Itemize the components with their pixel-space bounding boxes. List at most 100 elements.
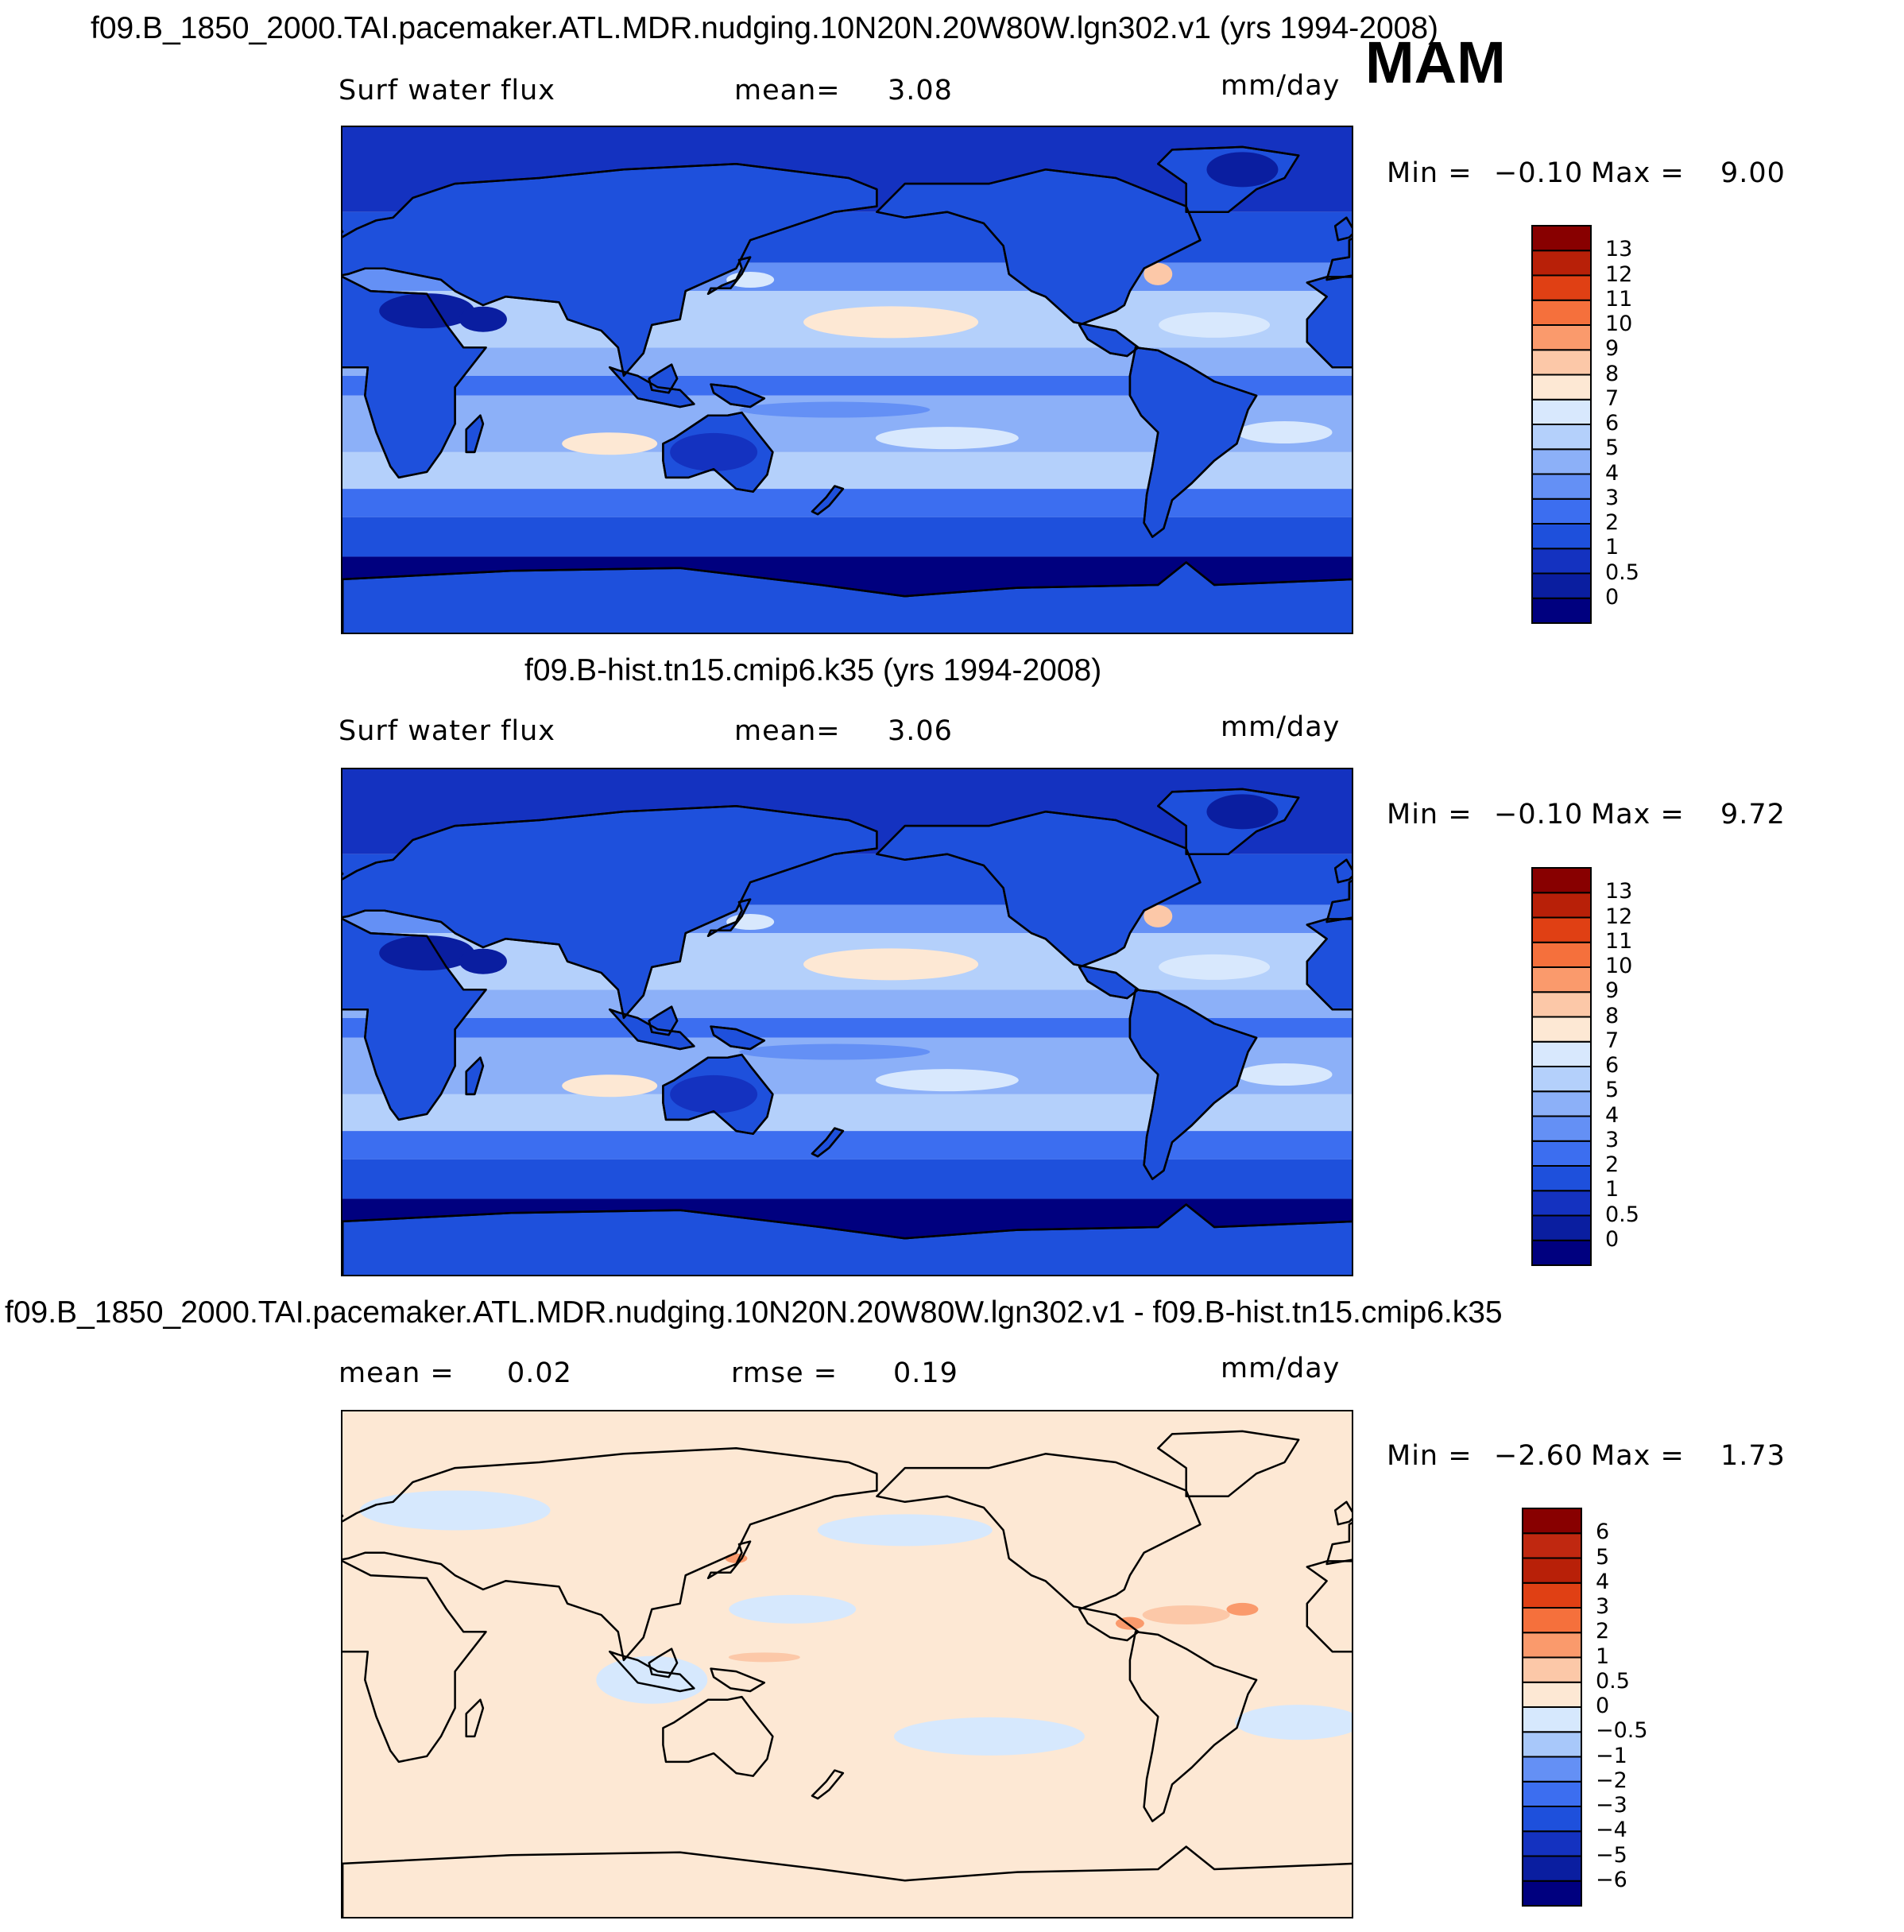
colorbar-swatch <box>1531 1190 1592 1217</box>
coastline-australia <box>662 1053 774 1135</box>
panel1-map <box>341 126 1353 634</box>
colorbar-tick-label: 6 <box>1605 1053 1620 1078</box>
colorbar-tick-label: 2 <box>1596 1619 1610 1644</box>
coastline-australia <box>662 1695 774 1777</box>
colorbar-tick-label: 4 <box>1605 460 1620 486</box>
panel3-max-value: 1.73 <box>1720 1440 1786 1472</box>
colorbar-tick-label: −3 <box>1596 1793 1627 1818</box>
colorbar-swatch <box>1522 1880 1582 1907</box>
colorbar-tick-label: 8 <box>1605 361 1620 386</box>
coastline-nz <box>811 1769 845 1800</box>
colorbar-swatch <box>1522 1532 1582 1559</box>
subtropical-high-spac <box>875 427 1019 450</box>
coastline-eurasia <box>342 1446 878 1662</box>
panel1-min-value: −0.10 <box>1494 157 1584 189</box>
diff-neg-spac <box>893 1717 1085 1756</box>
colorbar-tick-label: 12 <box>1605 261 1633 287</box>
panel3-left-label: mean = <box>339 1357 455 1389</box>
colorbar-tick-label: 5 <box>1596 1544 1610 1570</box>
colorbar-tick-label: −2 <box>1596 1767 1627 1793</box>
colorbar-swatch <box>1522 1607 1582 1634</box>
coastline-africa <box>1306 1560 1352 1653</box>
colorbar-tick-label: 8 <box>1605 1003 1620 1028</box>
colorbar-tick-label: 5 <box>1605 436 1620 461</box>
coastline-namerica <box>876 168 1202 358</box>
colorbar-tick-label: −0.5 <box>1596 1718 1648 1744</box>
diff-pos-mdr <box>1142 1605 1230 1624</box>
diff-neg-indian <box>596 1655 708 1704</box>
subtropical-high-natl <box>1159 954 1271 980</box>
panel2-max-value: 9.72 <box>1720 799 1786 830</box>
colorbar-swatch <box>1522 1557 1582 1584</box>
colorbar-tick-label: 0 <box>1605 1226 1620 1252</box>
panel3-left-value: 0.02 <box>507 1357 572 1389</box>
colorbar-swatch <box>1531 892 1592 919</box>
panel1-title: f09.B_1850_2000.TAI.pacemaker.ATL.MDR.nu… <box>91 11 1439 45</box>
colorbar-tick-label: 9 <box>1605 336 1620 362</box>
coastline-madagascar <box>465 1698 485 1738</box>
panel3-max-label: Max = <box>1591 1440 1685 1472</box>
coastline-africa <box>342 918 487 1121</box>
colorbar-tick-label: 10 <box>1605 312 1633 336</box>
coastline-samerica <box>1128 1631 1258 1822</box>
colorbar-swatch <box>1531 966 1592 993</box>
colorbar-tick-label: 11 <box>1605 928 1633 954</box>
spcz <box>739 1043 931 1060</box>
colorbar-swatch <box>1522 1731 1582 1758</box>
diff-neg-wpac <box>729 1594 857 1624</box>
coastline-uk <box>1333 1500 1352 1526</box>
colorbar-swatch <box>1531 473 1592 500</box>
colorbar-swatch <box>1531 250 1592 277</box>
colorbar-swatch <box>1531 324 1592 351</box>
colorbar-tick-label: −4 <box>1596 1818 1627 1843</box>
colorbar-tick-label: 4 <box>1605 1102 1620 1128</box>
panel1-min-label: Min = <box>1387 157 1473 189</box>
colorbar-tick-label: 0.5 <box>1605 559 1639 585</box>
panel3-stat-value: 0.19 <box>893 1357 958 1389</box>
colorbar-tick-label: 2 <box>1605 1152 1620 1177</box>
diff-pos-mdr-core <box>1226 1602 1259 1616</box>
coastline-uk <box>1333 858 1352 884</box>
gulf-stream <box>1144 262 1173 285</box>
diff-pos-eqpac <box>728 1652 800 1663</box>
colorbar-swatch <box>1522 1582 1582 1609</box>
coastline-japan <box>706 1540 752 1580</box>
field-band <box>342 1411 1352 1917</box>
colorbar-tick-label: 11 <box>1605 286 1633 312</box>
panel1-left-label: Surf water flux <box>339 75 556 106</box>
coastline-greenland <box>1157 1430 1300 1497</box>
colorbar-swatch <box>1531 299 1592 326</box>
spcz <box>739 401 931 418</box>
panel2-min-label: Min = <box>1387 799 1473 830</box>
colorbar-swatch <box>1531 448 1592 475</box>
coastline-borneo <box>648 363 679 394</box>
colorbar-swatch <box>1522 1656 1582 1683</box>
colorbar-swatch <box>1522 1632 1582 1659</box>
panel2-max-label: Max = <box>1591 799 1685 830</box>
sahara-dry <box>379 293 475 329</box>
colorbar-tick-label: 3 <box>1596 1594 1610 1619</box>
colorbar-tick-label: 1 <box>1605 535 1620 560</box>
colorbar-swatch <box>1531 548 1592 575</box>
colorbar-swatch <box>1531 1040 1592 1067</box>
colorbar-swatch <box>1531 572 1592 599</box>
colorbar-tick-label: 10 <box>1605 954 1633 978</box>
coastline-nz <box>811 485 845 516</box>
colorbar-swatch <box>1531 1090 1592 1117</box>
colorbar-tick-label: 1 <box>1596 1644 1610 1669</box>
colorbar-tick-label: 2 <box>1605 510 1620 535</box>
colorbar-tick-label: 0 <box>1596 1694 1610 1718</box>
colorbar-swatch <box>1531 225 1592 252</box>
colorbar-swatch <box>1522 1706 1582 1733</box>
panel3-min-value: −2.60 <box>1494 1440 1584 1472</box>
colorbar-swatch <box>1531 374 1592 401</box>
colorbar-swatch <box>1531 941 1592 968</box>
panel2-stat-value: 3.06 <box>888 715 953 747</box>
arabia-dry <box>459 306 507 332</box>
subtropical-high-natl <box>1159 312 1271 338</box>
colorbar-tick-label: 7 <box>1605 1028 1620 1053</box>
colorbar-swatch <box>1531 1165 1592 1192</box>
panel1-stat-label: mean= <box>734 75 841 106</box>
field-band <box>342 347 1352 376</box>
colorbar-tick-label: 0.5 <box>1605 1202 1639 1227</box>
